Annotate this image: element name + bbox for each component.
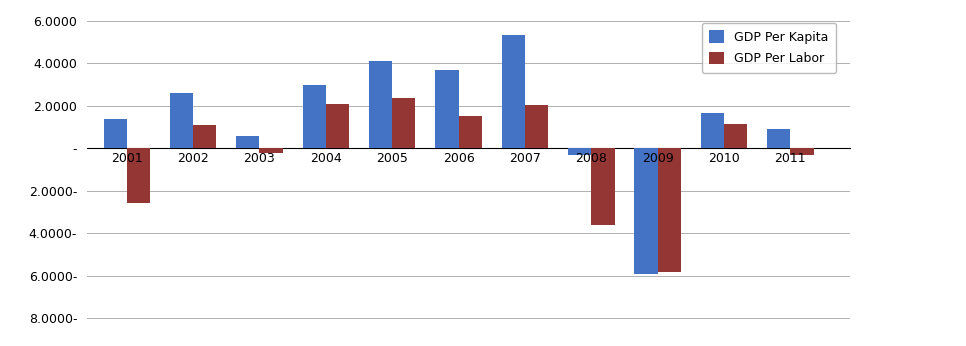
Bar	[326, 104, 349, 148]
Bar	[193, 125, 216, 148]
Text: 2006: 2006	[442, 152, 474, 164]
Bar	[767, 129, 790, 148]
Bar	[237, 136, 260, 148]
Text: 2005: 2005	[377, 152, 408, 164]
Text: 2004: 2004	[310, 152, 342, 164]
Legend: GDP Per Kapita, GDP Per Labor: GDP Per Kapita, GDP Per Labor	[702, 23, 837, 73]
Bar	[724, 124, 748, 148]
Bar	[501, 35, 525, 148]
Bar	[127, 148, 150, 203]
Bar	[436, 70, 459, 148]
Text: 2011: 2011	[775, 152, 807, 164]
Bar	[459, 117, 482, 148]
Text: 2007: 2007	[509, 152, 541, 164]
Bar	[302, 85, 326, 148]
Text: 2001: 2001	[111, 152, 143, 164]
Bar	[525, 105, 548, 148]
Text: 2003: 2003	[243, 152, 275, 164]
Bar	[568, 148, 591, 155]
Bar	[700, 113, 724, 148]
Bar	[392, 99, 415, 148]
Bar	[790, 148, 813, 155]
Bar	[170, 93, 193, 148]
Bar	[369, 61, 392, 148]
Bar	[658, 148, 681, 272]
Text: 2008: 2008	[576, 152, 608, 164]
Bar	[635, 148, 658, 274]
Text: 2002: 2002	[177, 152, 209, 164]
Text: 2009: 2009	[641, 152, 673, 164]
Bar	[260, 148, 283, 153]
Bar	[591, 148, 614, 225]
Bar	[103, 119, 127, 148]
Text: 2010: 2010	[708, 152, 740, 164]
